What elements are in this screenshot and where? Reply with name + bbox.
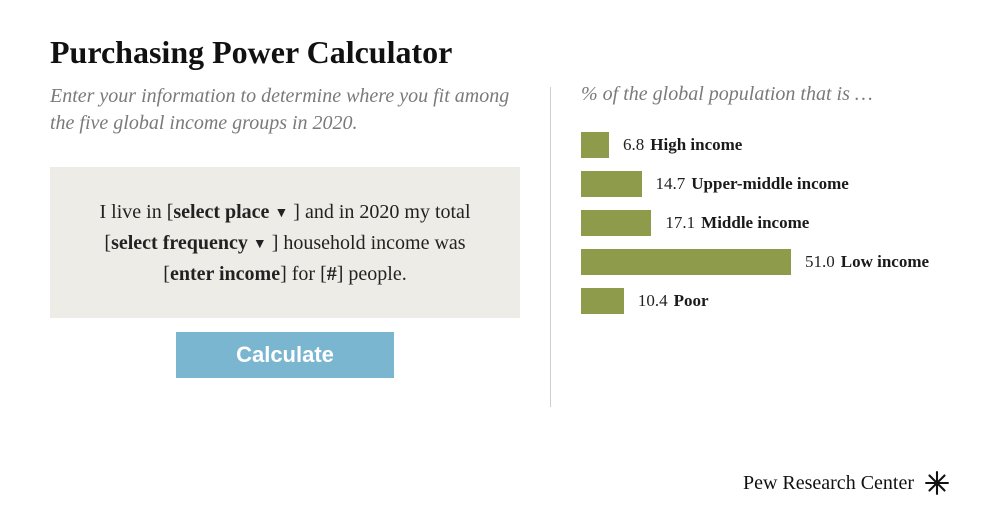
- bar-value: 14.7: [656, 174, 686, 194]
- form-text-1: I live in [: [99, 201, 173, 223]
- form-text-4: ] for [: [280, 263, 327, 285]
- bar-value: 17.1: [665, 213, 695, 233]
- bar-row: 51.0 Low income: [581, 249, 950, 275]
- place-select[interactable]: select place ▼: [173, 201, 293, 223]
- income-input[interactable]: enter income: [170, 263, 280, 285]
- bar: [581, 288, 624, 314]
- chart-title: % of the global population that is …: [581, 83, 950, 106]
- bar-value: 6.8: [623, 135, 644, 155]
- form-text-5: ] people.: [337, 263, 407, 285]
- bar-value: 51.0: [805, 252, 835, 272]
- pew-logo-icon: [924, 470, 950, 496]
- right-column: % of the global population that is … 6.8…: [551, 83, 950, 407]
- bar-chart: 6.8 High income 14.7Upper-middle income 17.…: [581, 132, 950, 314]
- bar-label: Poor: [674, 291, 709, 311]
- bar-value: 10.4: [638, 291, 668, 311]
- frequency-select[interactable]: select frequency ▼: [111, 232, 272, 254]
- bar-label: Upper-middle income: [691, 174, 849, 194]
- bar-label: High income: [650, 135, 742, 155]
- calculate-button[interactable]: Calculate: [176, 332, 394, 378]
- bar: [581, 171, 642, 197]
- bar-row: 14.7Upper-middle income: [581, 171, 950, 197]
- footer-org: Pew Research Center: [743, 472, 914, 495]
- left-column: Enter your information to determine wher…: [50, 83, 550, 407]
- bar-row: 17.1 Middle income: [581, 210, 950, 236]
- people-input[interactable]: #: [327, 263, 337, 285]
- chevron-down-icon: ▼: [253, 234, 267, 256]
- intro-text: Enter your information to determine wher…: [50, 83, 520, 137]
- bar: [581, 249, 791, 275]
- chevron-down-icon: ▼: [274, 203, 288, 225]
- page-title: Purchasing Power Calculator: [50, 34, 950, 71]
- bar: [581, 132, 609, 158]
- bar: [581, 210, 651, 236]
- input-panel: I live in [select place ▼ ] and in 2020 …: [50, 167, 520, 318]
- bar-row: 10.4 Poor: [581, 288, 950, 314]
- bar-label: Middle income: [701, 213, 809, 233]
- footer: Pew Research Center: [743, 470, 950, 496]
- bar-label: Low income: [841, 252, 929, 272]
- bar-row: 6.8 High income: [581, 132, 950, 158]
